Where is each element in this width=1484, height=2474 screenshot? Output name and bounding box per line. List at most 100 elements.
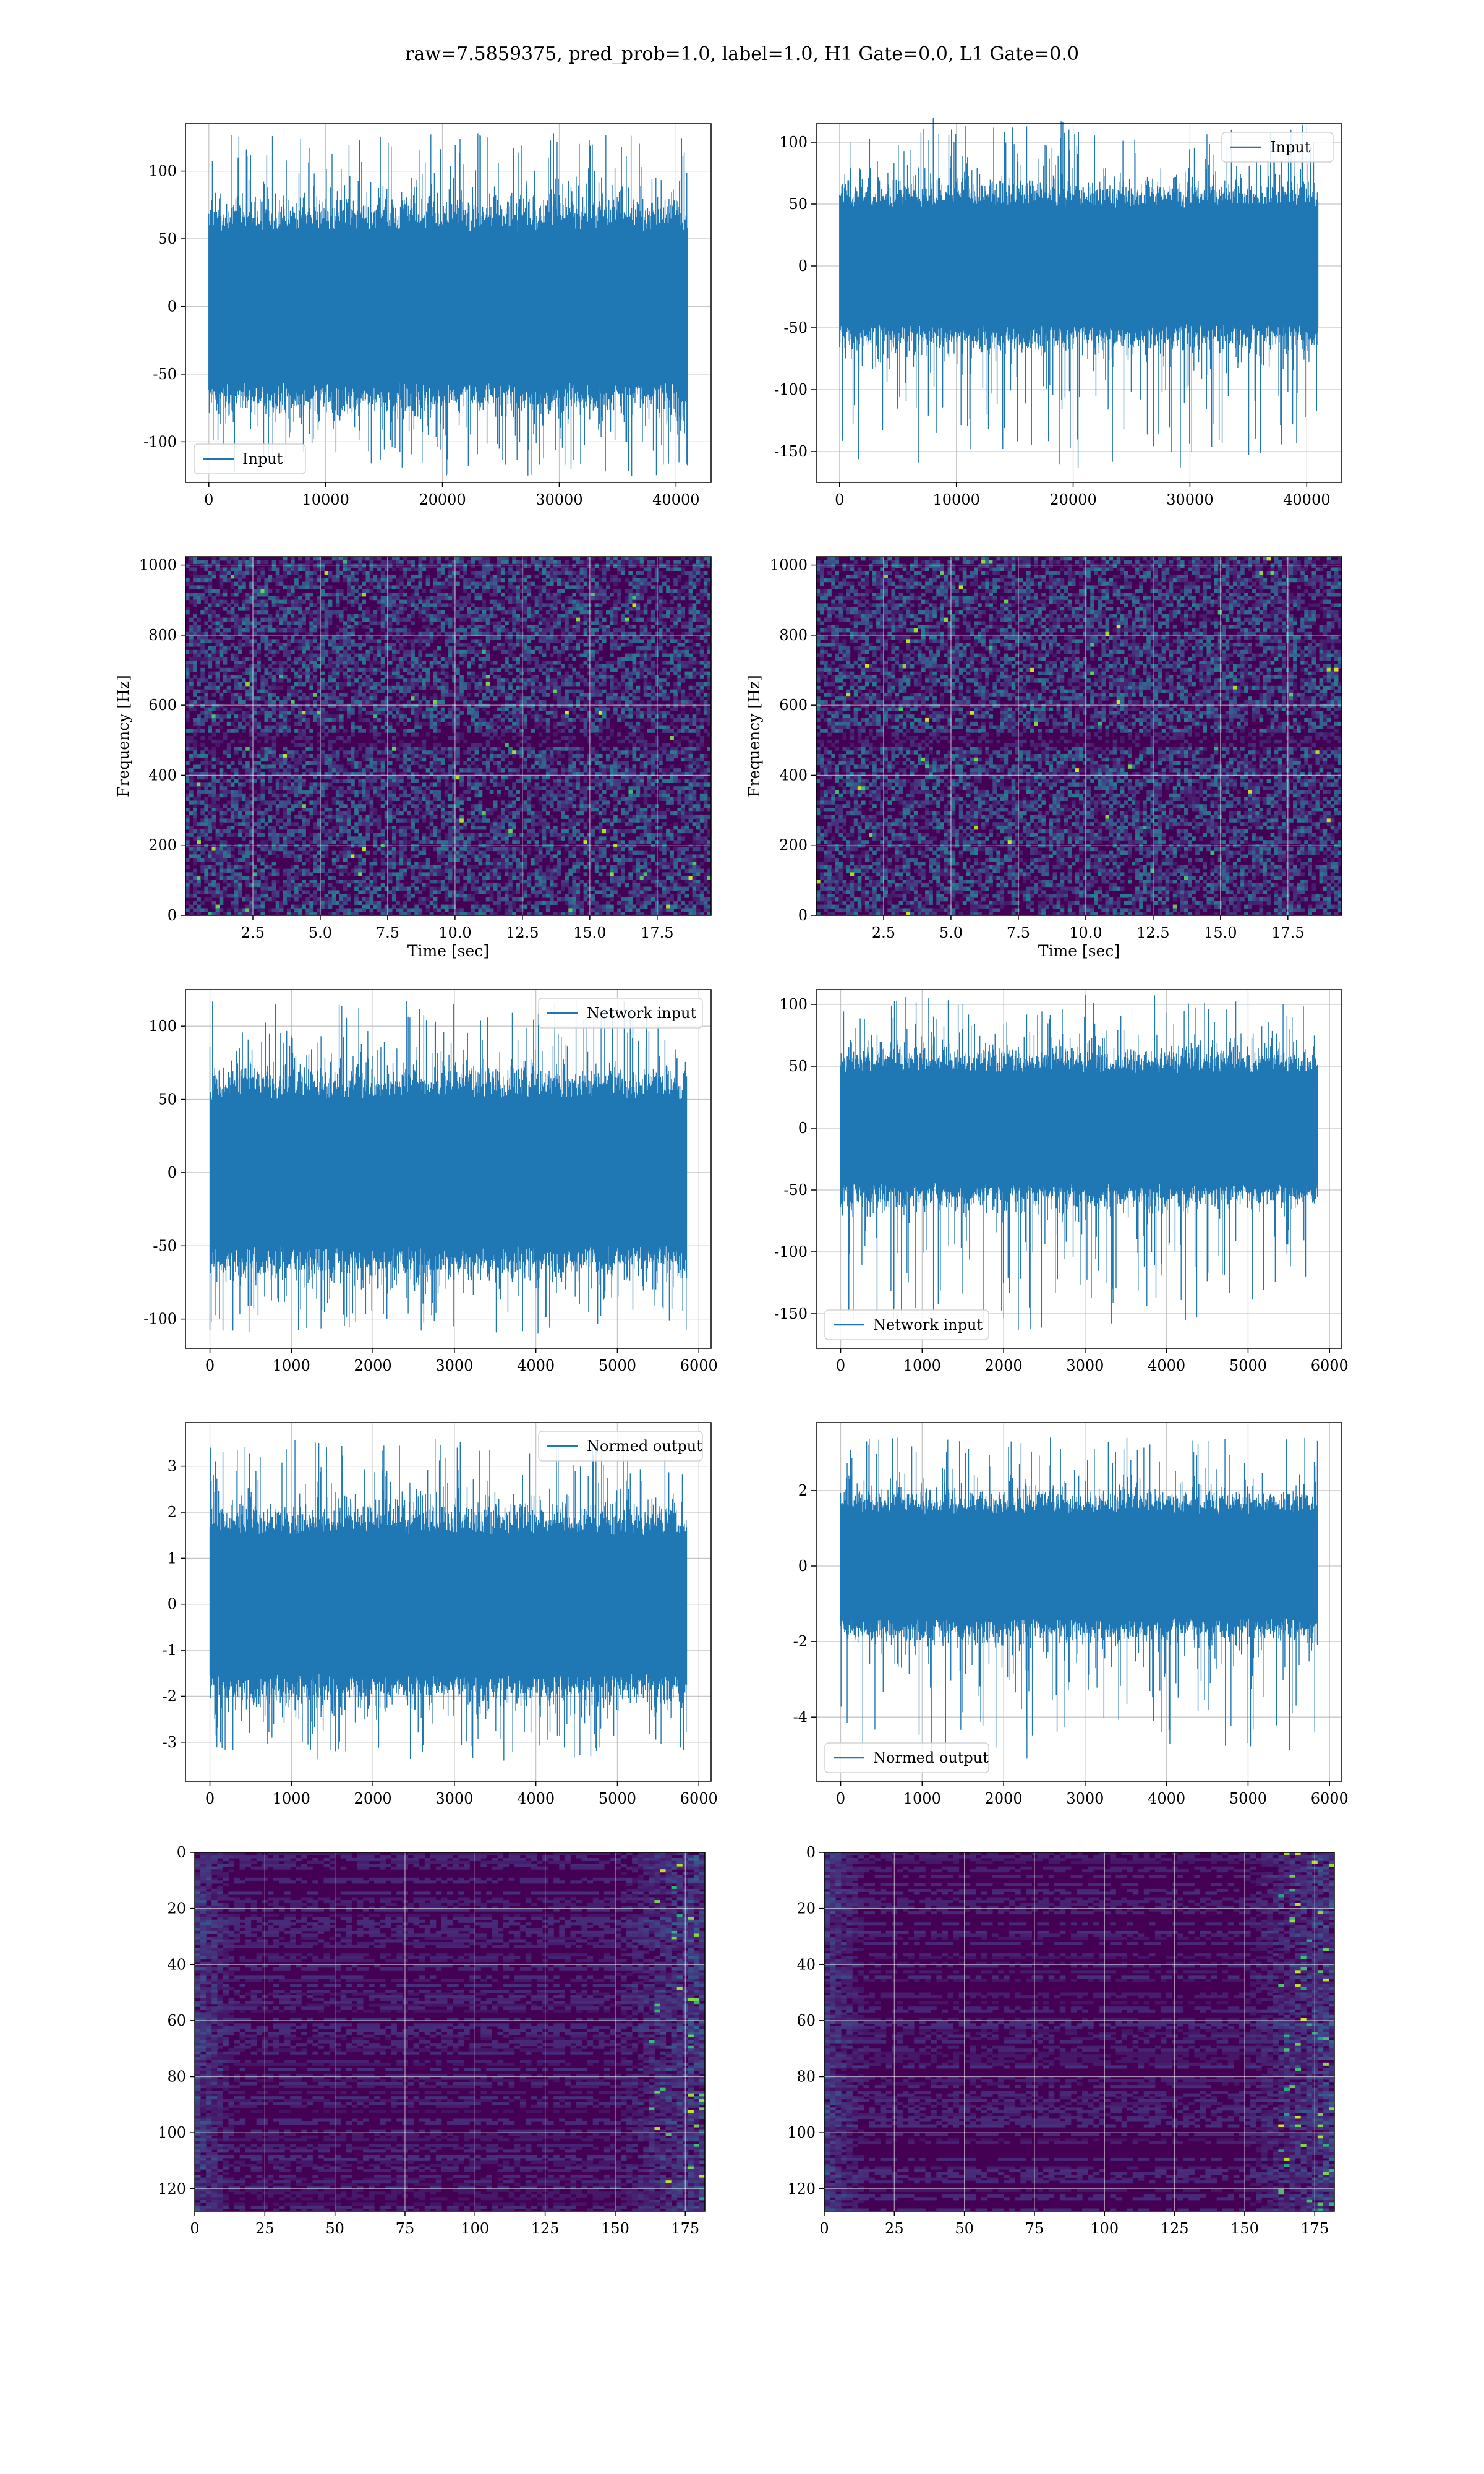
heatmap-cell: [399, 563, 404, 568]
heatmap-cell: [335, 667, 340, 672]
heatmap-cell: [331, 718, 336, 722]
heatmap-cell: [613, 768, 618, 773]
heatmap-cell: [448, 675, 453, 679]
heatmap-cell: [264, 581, 269, 586]
heatmap-cell: [681, 693, 686, 697]
heatmap-cell: [193, 754, 197, 758]
heatmap-cell: [519, 685, 524, 690]
y-tick-label: 50: [158, 230, 177, 247]
heatmap-cell: [606, 567, 610, 571]
heatmap-cell: [505, 775, 509, 780]
heatmap-cell: [331, 575, 336, 579]
heatmap-cell: [621, 711, 625, 715]
heatmap-cell: [598, 718, 603, 722]
heatmap-cell: [186, 631, 190, 636]
heatmap-cell: [505, 678, 509, 683]
heatmap-cell: [471, 754, 475, 758]
heatmap-cell: [587, 711, 592, 715]
heatmap-cell: [391, 689, 396, 693]
heatmap-cell: [223, 736, 228, 740]
heatmap-cell: [576, 689, 581, 693]
heatmap-cell: [456, 721, 460, 726]
heatmap-cell: [602, 772, 607, 776]
heatmap-cell: [659, 560, 663, 565]
heatmap-cell: [452, 631, 456, 636]
heatmap-cell: [643, 675, 648, 679]
heatmap-cell: [362, 653, 367, 657]
heatmap-cell: [242, 754, 246, 758]
heatmap-cell: [444, 578, 449, 583]
heatmap-cell: [260, 610, 265, 615]
heatmap-cell: [482, 775, 487, 780]
heatmap-cell: [309, 560, 314, 565]
heatmap-cell: [253, 736, 257, 740]
heatmap-cell: [568, 754, 573, 758]
heatmap-cell: [294, 628, 299, 633]
heatmap-cell: [309, 664, 314, 669]
heatmap-cell: [456, 639, 460, 643]
heatmap-cell: [632, 603, 637, 607]
heatmap-cell: [313, 585, 318, 589]
heatmap-cell: [576, 557, 581, 561]
heatmap-cell: [418, 764, 423, 769]
heatmap-cell: [365, 607, 370, 611]
heatmap-cell: [659, 557, 663, 561]
heatmap-cell: [576, 646, 581, 651]
heatmap-cell: [542, 589, 547, 593]
heatmap-cell: [380, 646, 385, 651]
heatmap-cell: [673, 639, 678, 643]
heatmap-cell: [324, 757, 329, 762]
heatmap-cell: [215, 593, 220, 597]
heatmap-cell: [493, 593, 498, 597]
heatmap-cell: [407, 649, 411, 654]
heatmap-cell: [211, 621, 216, 625]
heatmap-cell: [602, 628, 607, 633]
heatmap-cell: [636, 603, 641, 607]
heatmap-cell: [440, 621, 445, 625]
heatmap-cell: [467, 750, 472, 755]
heatmap-cell: [647, 571, 652, 575]
heatmap-cell: [617, 599, 621, 604]
heatmap-cell: [673, 739, 678, 744]
heatmap-cell: [625, 596, 629, 601]
heatmap-cell: [440, 678, 445, 683]
heatmap-cell: [317, 718, 322, 722]
heatmap-cell: [298, 661, 302, 665]
heatmap-cell: [388, 643, 393, 647]
heatmap-cell: [703, 617, 708, 622]
heatmap-cell: [617, 593, 621, 597]
heatmap-cell: [211, 750, 216, 755]
heatmap-cell: [309, 707, 314, 711]
heatmap-cell: [673, 625, 678, 629]
heatmap-cell: [625, 653, 629, 657]
heatmap-cell: [625, 635, 629, 640]
heatmap-cell: [505, 754, 509, 758]
heatmap-cell: [271, 678, 276, 683]
heatmap-cell: [328, 621, 333, 625]
heatmap-cell: [358, 646, 362, 651]
heatmap-cell: [380, 649, 385, 654]
heatmap-cell: [561, 754, 565, 758]
heatmap-cell: [659, 725, 663, 729]
heatmap-cell: [565, 625, 569, 629]
heatmap-cell: [553, 661, 558, 665]
heatmap-cell: [534, 754, 539, 758]
heatmap-cell: [271, 747, 276, 751]
heatmap-cell: [291, 599, 295, 604]
heatmap-cell: [478, 625, 483, 629]
heatmap-cell: [223, 631, 228, 636]
heatmap-cell: [197, 628, 201, 633]
heatmap-cell: [331, 661, 336, 665]
heatmap-cell: [598, 772, 603, 776]
heatmap-cell: [354, 653, 359, 657]
heatmap-cell: [677, 578, 682, 583]
heatmap-cell: [463, 635, 467, 640]
heatmap-cell: [557, 581, 561, 586]
heatmap-cell: [186, 775, 190, 780]
heatmap-cell: [613, 696, 618, 701]
heatmap-cell: [320, 721, 325, 726]
heatmap-cell: [433, 729, 438, 733]
heatmap-cell: [440, 567, 445, 571]
heatmap-cell: [659, 682, 663, 687]
heatmap-cell: [505, 631, 509, 636]
